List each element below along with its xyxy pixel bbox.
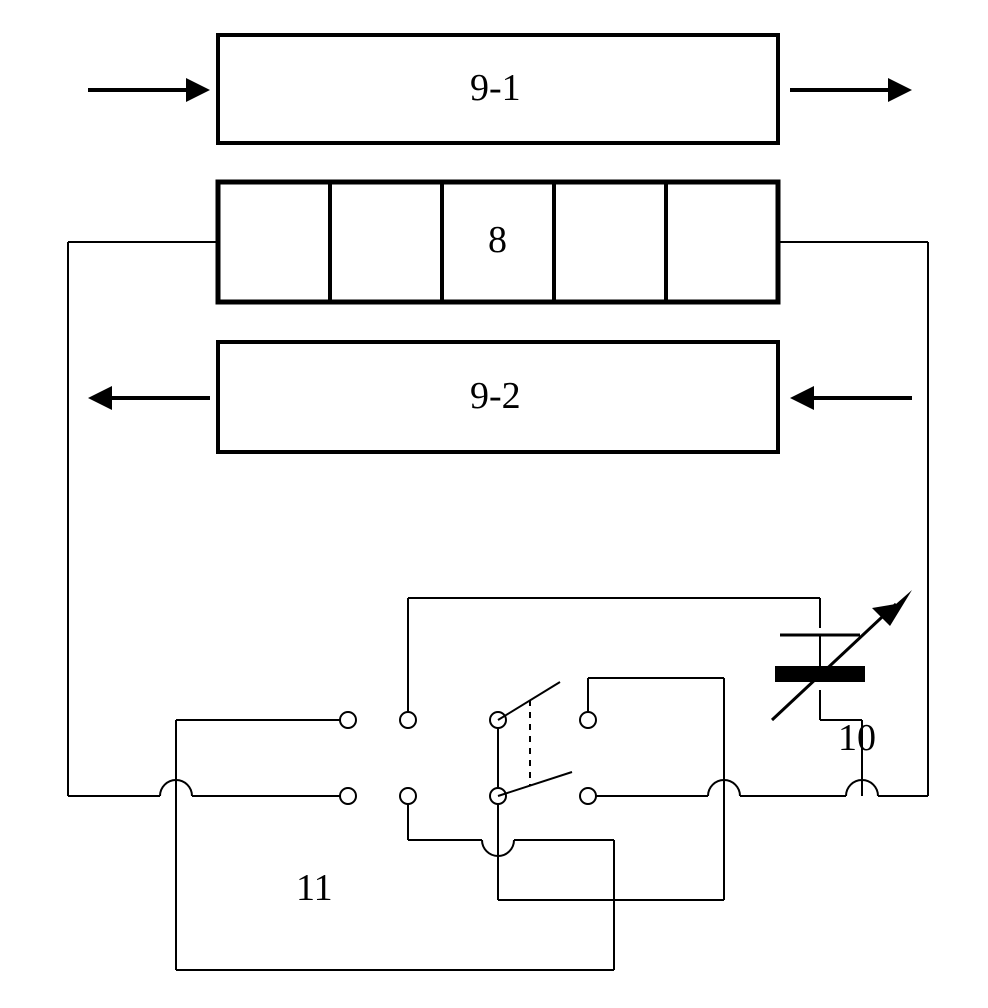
circuit-wires	[68, 242, 928, 970]
circuit-diagram	[0, 0, 988, 1008]
label-9-1: 9-1	[470, 66, 521, 110]
label-8: 8	[488, 218, 507, 262]
arrow-bottom-right-in	[790, 386, 912, 410]
label-9-2: 9-2	[470, 374, 521, 418]
label-10: 10	[838, 716, 876, 760]
switch-blades	[498, 682, 572, 796]
switch-terminals	[340, 712, 596, 804]
arrow-top-left-in	[88, 78, 210, 102]
variable-component-10	[772, 590, 912, 720]
arrow-bottom-left-out	[88, 386, 210, 410]
arrow-top-right-out	[790, 78, 912, 102]
label-11: 11	[296, 866, 333, 910]
